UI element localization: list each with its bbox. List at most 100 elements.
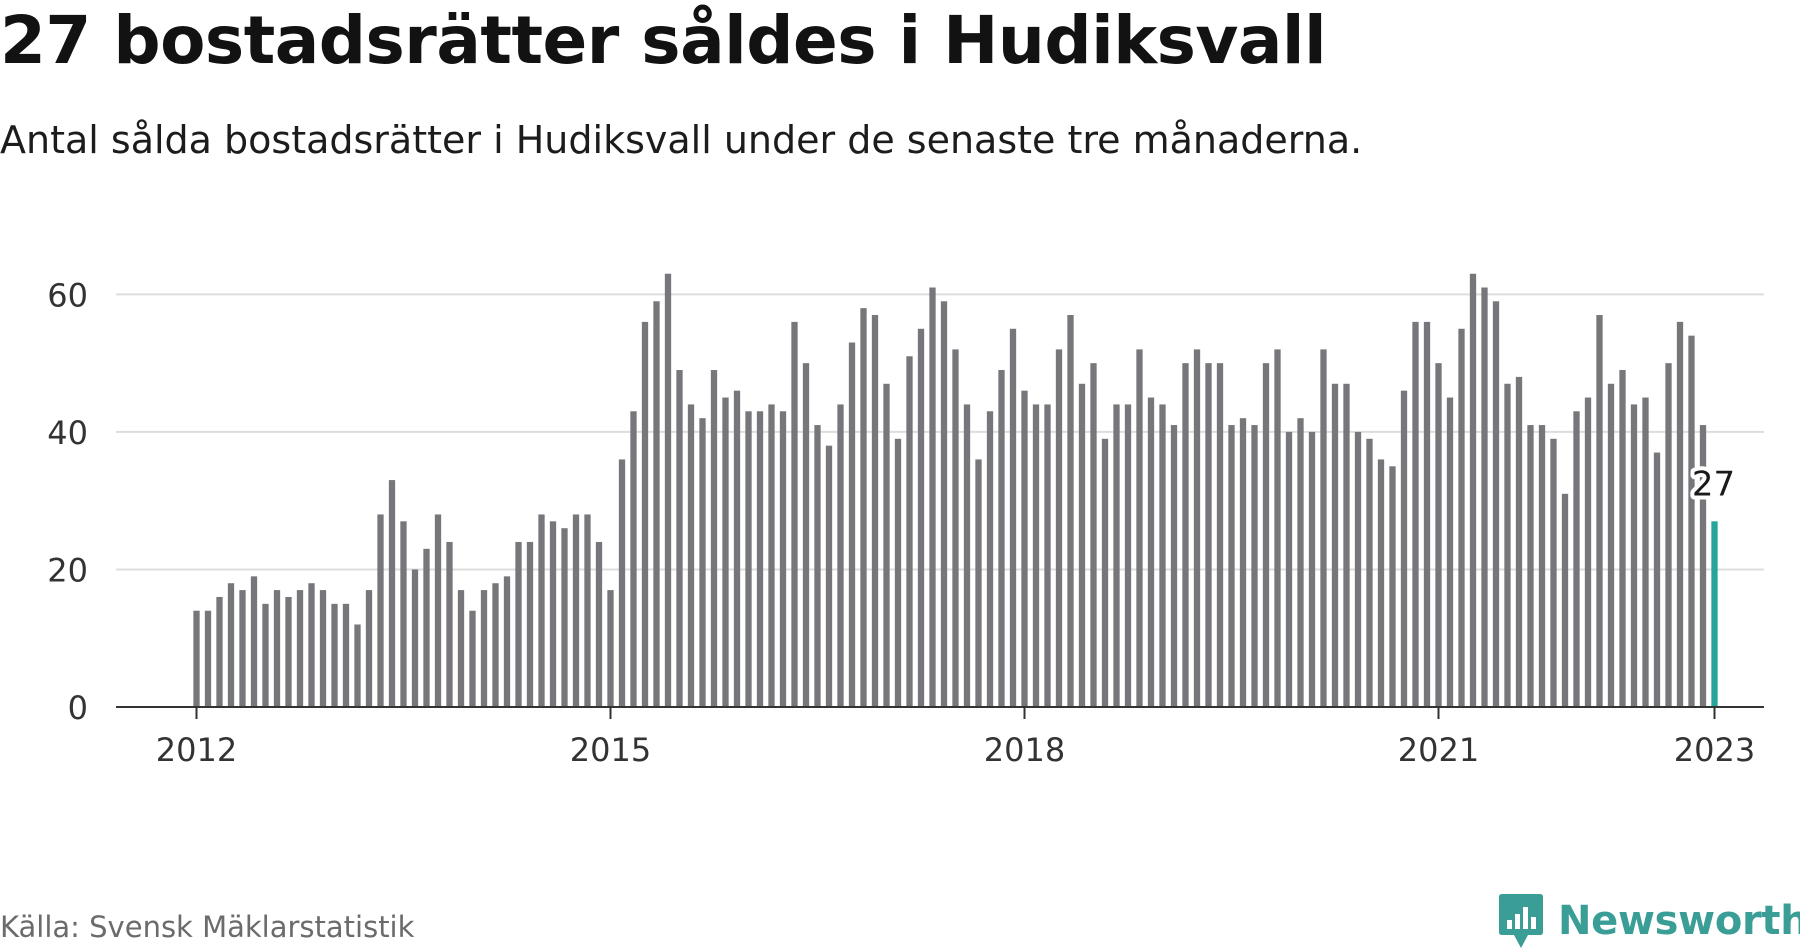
bar	[492, 583, 499, 707]
bar	[457, 590, 465, 707]
bar	[423, 548, 430, 707]
bar	[239, 590, 246, 707]
bar	[515, 541, 522, 707]
bar	[193, 610, 200, 707]
bar	[607, 590, 614, 707]
bar	[883, 383, 890, 707]
bar	[664, 273, 672, 707]
bar	[1389, 466, 1396, 707]
bar	[285, 596, 292, 707]
bar	[1216, 363, 1224, 707]
bar	[1653, 452, 1661, 707]
bar	[986, 411, 994, 707]
bar	[1032, 404, 1040, 707]
bar	[216, 596, 223, 707]
bar	[1331, 383, 1339, 707]
bar	[1067, 315, 1074, 707]
bar	[791, 321, 798, 707]
bar	[940, 301, 948, 707]
bar	[1699, 425, 1707, 707]
bar	[699, 418, 706, 707]
bar	[204, 610, 212, 707]
bar	[1262, 363, 1270, 707]
bar	[377, 514, 384, 707]
bar	[1343, 383, 1350, 707]
x-tick-label: 2023	[1674, 731, 1755, 769]
x-tick-label: 2021	[1398, 731, 1479, 769]
newsworthy-logo-icon	[1499, 894, 1543, 948]
bar	[1193, 349, 1201, 707]
bar	[641, 321, 649, 707]
bar	[1228, 425, 1235, 707]
bar	[1481, 287, 1488, 707]
bar	[1377, 459, 1385, 707]
page-title: 27 bostadsrätter såldes i Hudiksvall	[0, 2, 1327, 79]
bar	[227, 583, 235, 707]
bar	[1239, 418, 1247, 707]
bar	[745, 411, 752, 707]
bar	[1469, 273, 1477, 707]
bar	[814, 425, 821, 707]
bar	[1630, 404, 1638, 707]
y-tick-label: 60	[47, 276, 88, 314]
bar	[1205, 363, 1212, 707]
bar	[1078, 383, 1086, 707]
bar	[837, 404, 844, 707]
axes	[116, 706, 1764, 719]
bar	[411, 569, 419, 707]
bar	[273, 590, 281, 707]
bar	[618, 459, 626, 707]
bar	[1584, 397, 1592, 707]
bar	[1009, 328, 1017, 707]
bar	[1285, 431, 1293, 707]
bar	[549, 521, 557, 707]
bar	[1423, 321, 1431, 707]
bar	[917, 328, 925, 707]
labels: 0 20 40 60 2012 2015 2018 2021 2023 27	[47, 276, 1755, 769]
bar	[572, 514, 580, 707]
bar	[860, 308, 867, 707]
bar	[963, 404, 971, 707]
bar	[1596, 315, 1603, 707]
bar	[584, 514, 591, 707]
bar	[687, 404, 695, 707]
bar	[400, 521, 407, 707]
bar	[469, 610, 476, 707]
bar	[342, 603, 350, 707]
bar	[975, 459, 982, 707]
bar	[388, 480, 396, 707]
bar	[1182, 363, 1189, 707]
bar	[1170, 425, 1178, 707]
bar	[1446, 397, 1454, 707]
bar	[1642, 397, 1649, 707]
bar	[308, 583, 315, 707]
bar	[1044, 404, 1051, 707]
bar	[710, 370, 718, 707]
bar	[1147, 397, 1155, 707]
bar	[802, 363, 810, 707]
bar	[480, 590, 488, 707]
bar	[1400, 390, 1408, 707]
bar	[756, 411, 764, 707]
bar	[1308, 431, 1316, 707]
page-subtitle: Antal sålda bostadsrätter i Hudiksvall u…	[0, 118, 1363, 162]
bar	[952, 349, 959, 707]
bar	[1251, 425, 1258, 707]
bar	[1676, 321, 1684, 707]
bar	[630, 411, 637, 707]
bar	[929, 287, 936, 707]
y-tick-label: 20	[47, 551, 88, 589]
bar	[526, 541, 534, 707]
x-tick-label: 2015	[570, 731, 651, 769]
bar	[595, 541, 603, 707]
bar	[768, 404, 775, 707]
bar	[871, 315, 879, 707]
bar	[733, 390, 741, 707]
bar	[1136, 349, 1143, 707]
bar	[653, 301, 660, 707]
bar	[296, 590, 304, 707]
bar	[538, 514, 545, 707]
y-tick-label: 0	[68, 689, 88, 727]
x-tick-label: 2018	[984, 731, 1065, 769]
